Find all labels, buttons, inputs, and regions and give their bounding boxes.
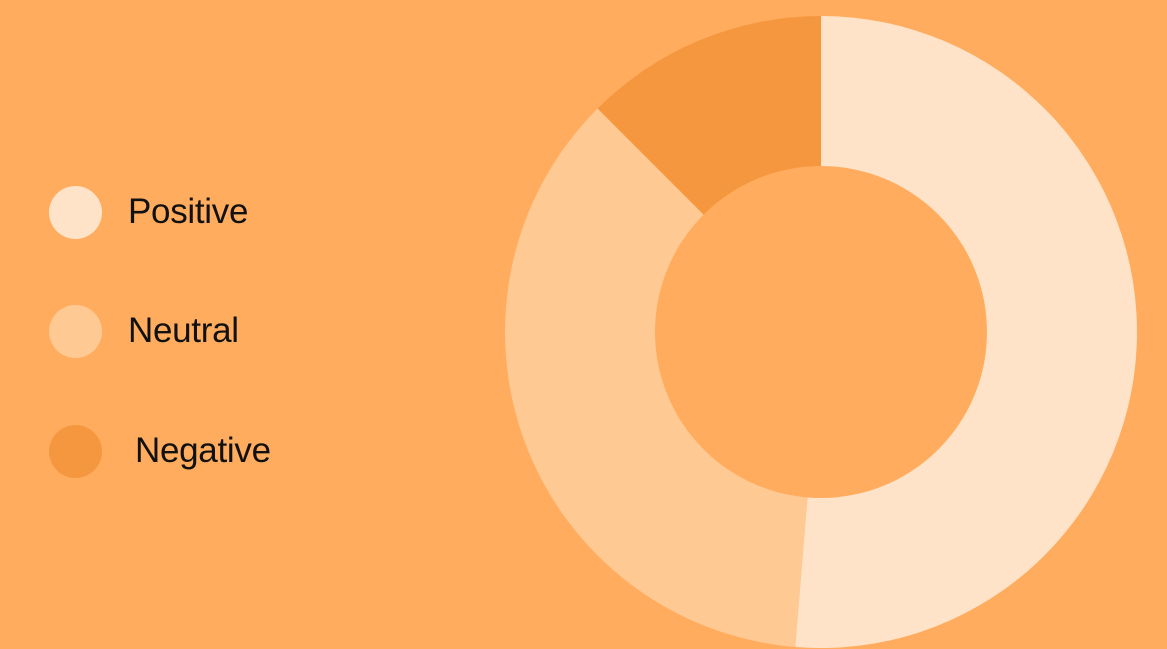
legend-label-positive: Positive: [128, 192, 249, 231]
donut-hole: [655, 166, 987, 498]
chart-legend: Positive Neutral Negative: [0, 0, 400, 649]
legend-item-positive: Positive: [49, 185, 248, 239]
legend-swatch-neutral: [49, 304, 102, 358]
legend-swatch-negative: [49, 424, 102, 478]
legend-swatch-positive: [49, 185, 102, 239]
legend-label-negative: Negative: [135, 431, 271, 470]
legend-label-neutral: Neutral: [128, 311, 239, 350]
legend-item-negative: Negative: [49, 424, 271, 478]
legend-item-neutral: Neutral: [49, 304, 239, 358]
